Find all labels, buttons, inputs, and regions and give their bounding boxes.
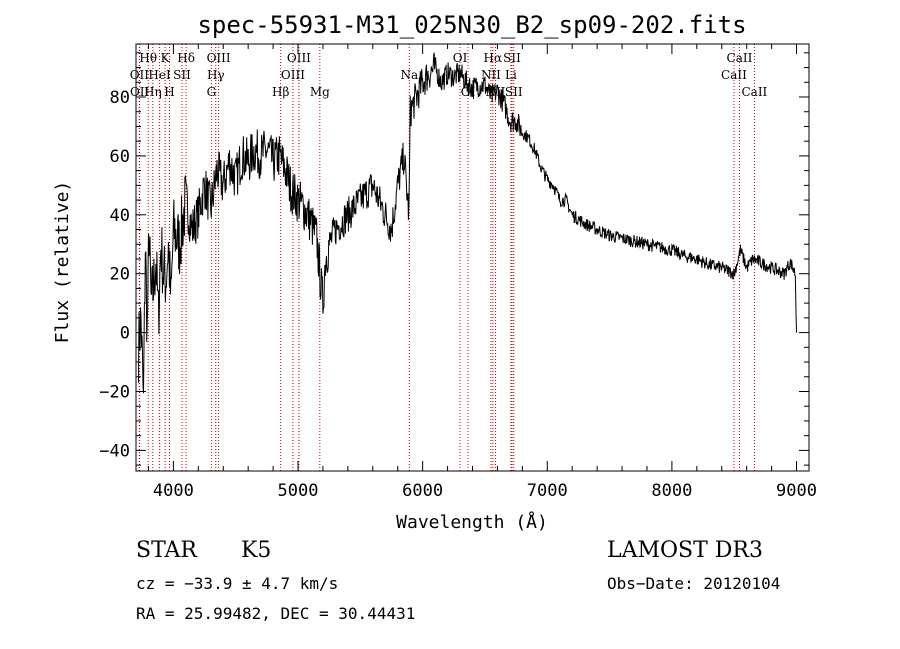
line-marker-label: OII <box>130 85 150 99</box>
spectrum-line <box>138 52 797 394</box>
line-marker-label: OIII <box>287 51 311 65</box>
x-tick-label: 5000 <box>278 481 319 501</box>
line-marker-label: K <box>161 51 171 65</box>
line-marker-label: Hθ <box>139 51 157 65</box>
line-marker-label: Hα <box>484 51 503 65</box>
line-marker-label: HeI <box>148 68 171 82</box>
y-tick-label: 0 <box>120 324 130 344</box>
y-axis-label: Flux (relative) <box>52 181 73 344</box>
plot-frame <box>135 43 810 472</box>
line-marker-label: SII <box>503 51 521 65</box>
y-axis-ticks: −40 −20 0 20 40 60 80 <box>99 52 809 466</box>
line-marker-label: CaII <box>741 85 767 99</box>
x-tick-label: 9000 <box>776 481 817 501</box>
x-tick-label: 4000 <box>153 481 194 501</box>
line-marker-label: G <box>207 85 217 99</box>
line-marker-label: CaII <box>721 68 747 82</box>
line-marker-label: SII <box>173 68 191 82</box>
line-marker-label: Hδ <box>177 51 195 65</box>
line-marker-label: OIII <box>207 51 231 65</box>
line-marker-label: CaII <box>727 51 753 65</box>
x-tick-label: 7000 <box>527 481 568 501</box>
chart-title: spec-55931-M31_025N30_B2_sp09-202.fits <box>197 11 746 39</box>
line-marker-label: Na <box>400 68 418 82</box>
line-marker-label: SII <box>505 85 523 99</box>
x-axis-label: Wavelength (Å) <box>396 511 548 533</box>
survey-name: LAMOST DR3 <box>607 538 763 563</box>
y-tick-label: 80 <box>110 88 130 108</box>
redshift-cz: cz = −33.9 ± 4.7 km/s <box>136 574 339 593</box>
line-marker-label: OIII <box>281 68 305 82</box>
line-marker-label: Hη <box>144 85 162 99</box>
object-class: STAR <box>136 538 197 563</box>
y-tick-label: −20 <box>99 382 130 402</box>
x-tick-label: 8000 <box>651 481 692 501</box>
observation-date: Obs−Date: 20120104 <box>607 574 781 593</box>
object-subclass: K5 <box>241 538 272 563</box>
line-marker-label: Li <box>505 68 517 82</box>
line-marker-label: OI <box>453 51 468 65</box>
x-axis-ticks: 4000 5000 6000 7000 8000 9000 <box>147 44 817 501</box>
y-tick-label: 60 <box>110 147 130 167</box>
ra-dec: RA = 25.99482, DEC = 30.44431 <box>136 604 416 623</box>
x-tick-label: 6000 <box>402 481 443 501</box>
line-marker-label: Mg <box>310 85 330 99</box>
line-marker-label: NII <box>481 68 501 82</box>
y-tick-label: 40 <box>110 206 130 226</box>
y-tick-label: 20 <box>110 265 130 285</box>
line-marker-label: H <box>164 85 174 99</box>
y-tick-label: −40 <box>99 441 130 461</box>
line-marker-label: Hγ <box>207 68 225 82</box>
line-marker-label: Hβ <box>272 85 289 99</box>
